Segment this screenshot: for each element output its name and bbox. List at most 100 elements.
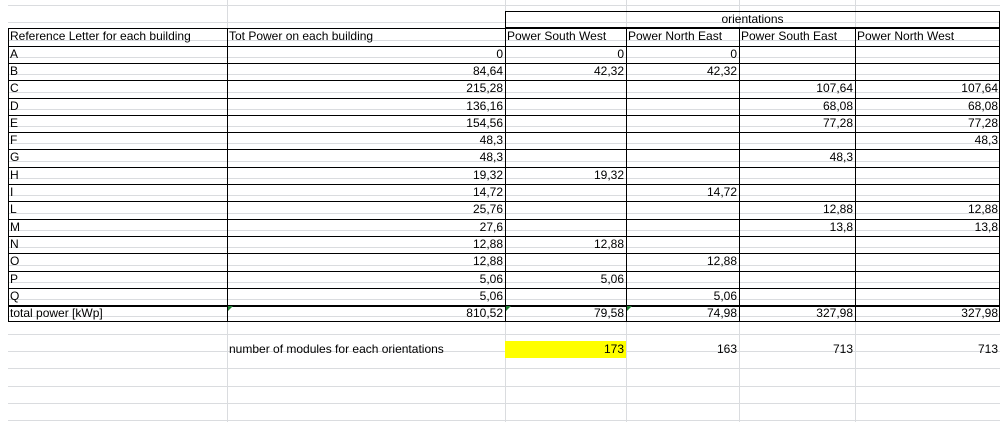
total-cell[interactable]: total power [kWp] <box>10 306 103 321</box>
table-cell[interactable]: 13,8 <box>974 219 998 234</box>
table-cell[interactable]: F <box>10 133 18 148</box>
table-cell[interactable]: 136,16 <box>466 98 503 113</box>
table-cell[interactable] <box>739 184 855 201</box>
table-cell[interactable]: 107,64 <box>816 81 853 96</box>
table-cell[interactable]: D <box>10 98 19 113</box>
table-cell[interactable]: M <box>10 219 20 234</box>
modules-label[interactable]: number of modules for each orientations <box>229 342 444 357</box>
table-cell[interactable]: N <box>10 236 19 251</box>
table-cell[interactable] <box>626 132 739 149</box>
table-cell[interactable] <box>739 288 855 305</box>
table-cell[interactable] <box>855 271 1000 288</box>
column-header[interactable]: Power North West <box>857 29 955 44</box>
table-cell[interactable]: 77,28 <box>967 115 998 130</box>
table-cell[interactable]: 12,88 <box>593 236 624 251</box>
table-cell[interactable] <box>739 271 855 288</box>
table-cell[interactable]: I <box>10 185 14 199</box>
table-cell[interactable]: 14,72 <box>472 185 503 199</box>
table-cell[interactable]: 42,32 <box>593 63 624 78</box>
column-header[interactable]: Power South West <box>507 29 607 44</box>
table-cell[interactable]: 0 <box>730 46 737 61</box>
table-cell[interactable]: 107,64 <box>961 81 998 96</box>
table-cell[interactable]: 5,06 <box>600 271 624 286</box>
table-cell[interactable]: 5,06 <box>713 288 737 303</box>
table-cell[interactable] <box>739 46 855 63</box>
table-cell[interactable]: 48,3 <box>829 150 853 165</box>
table-cell[interactable]: 48,3 <box>479 150 503 165</box>
table-cell[interactable] <box>505 80 626 97</box>
table-cell[interactable]: 68,08 <box>967 98 998 113</box>
table-cell[interactable]: B <box>10 63 19 78</box>
table-cell[interactable] <box>626 219 739 236</box>
table-cell[interactable]: 12,88 <box>472 236 503 251</box>
table-cell[interactable]: 68,08 <box>822 98 853 113</box>
total-cell[interactable]: 810,52 <box>466 306 503 321</box>
table-cell[interactable]: 42,32 <box>706 63 737 78</box>
table-cell[interactable]: 84,64 <box>472 63 503 78</box>
table-cell[interactable]: P <box>10 271 19 286</box>
table-cell[interactable] <box>505 115 626 132</box>
table-cell[interactable]: 12,88 <box>472 254 503 269</box>
table-cell[interactable] <box>505 132 626 149</box>
table-cell[interactable]: 12,88 <box>822 202 853 217</box>
table-cell[interactable] <box>855 46 1000 63</box>
table-cell[interactable] <box>855 236 1000 253</box>
table-cell[interactable] <box>855 63 1000 80</box>
table-cell[interactable]: H <box>10 167 19 182</box>
table-cell[interactable]: 13,8 <box>829 219 853 234</box>
table-cell[interactable] <box>855 288 1000 305</box>
modules-cell[interactable]: 173 <box>505 341 626 359</box>
table-cell[interactable]: 12,88 <box>967 202 998 217</box>
total-cell[interactable]: 327,98 <box>816 306 853 321</box>
table-cell[interactable] <box>505 288 626 305</box>
table-cell[interactable] <box>505 253 626 270</box>
table-cell[interactable]: 19,32 <box>593 167 624 182</box>
table-cell[interactable] <box>626 149 739 166</box>
table-cell[interactable] <box>739 253 855 270</box>
table-cell[interactable] <box>855 167 1000 184</box>
orientations-header[interactable]: orientations <box>721 12 784 26</box>
table-cell[interactable] <box>505 149 626 166</box>
modules-cell[interactable]: 713 <box>832 342 853 357</box>
table-cell[interactable]: 5,06 <box>479 271 503 286</box>
table-cell[interactable] <box>855 253 1000 270</box>
table-cell[interactable] <box>855 184 1000 201</box>
table-cell[interactable] <box>739 167 855 184</box>
column-header[interactable]: Power North East <box>628 29 723 44</box>
table-cell[interactable]: A <box>10 46 19 61</box>
table-cell[interactable]: 154,56 <box>466 115 503 130</box>
modules-cell[interactable]: 163 <box>716 342 737 357</box>
table-cell[interactable]: G <box>10 150 20 165</box>
table-cell[interactable] <box>626 98 739 115</box>
table-cell[interactable]: 77,28 <box>822 115 853 130</box>
table-cell[interactable] <box>626 167 739 184</box>
table-cell[interactable] <box>739 63 855 80</box>
table-cell[interactable]: L <box>10 202 17 217</box>
table-cell[interactable]: 48,3 <box>974 133 998 148</box>
table-cell[interactable]: 12,88 <box>706 254 737 269</box>
table-cell[interactable] <box>739 132 855 149</box>
spreadsheet-grid[interactable]: orientations Reference Letter for each bu… <box>8 0 1000 422</box>
column-header[interactable]: Power South East <box>741 29 838 44</box>
table-cell[interactable]: O <box>10 254 20 269</box>
table-cell[interactable]: 5,06 <box>479 288 503 303</box>
table-cell[interactable]: 19,32 <box>472 167 503 182</box>
modules-cell[interactable]: 713 <box>977 342 998 357</box>
table-cell[interactable] <box>626 236 739 253</box>
table-cell[interactable]: Q <box>10 288 20 303</box>
total-cell[interactable]: 74,98 <box>706 306 737 321</box>
table-cell[interactable] <box>505 98 626 115</box>
column-header[interactable]: Reference Letter for each building <box>10 29 191 44</box>
table-cell[interactable] <box>505 219 626 236</box>
table-cell[interactable] <box>855 149 1000 166</box>
table-cell[interactable] <box>505 184 626 201</box>
table-cell[interactable]: 14,72 <box>706 185 737 199</box>
table-cell[interactable]: C <box>10 81 19 96</box>
table-cell[interactable]: E <box>10 115 19 130</box>
total-cell[interactable]: 327,98 <box>961 306 998 321</box>
table-cell[interactable] <box>626 201 739 218</box>
table-cell[interactable] <box>626 115 739 132</box>
table-cell[interactable]: 0 <box>617 46 624 61</box>
table-cell[interactable]: 25,76 <box>472 202 503 217</box>
table-cell[interactable]: 215,28 <box>466 81 503 96</box>
